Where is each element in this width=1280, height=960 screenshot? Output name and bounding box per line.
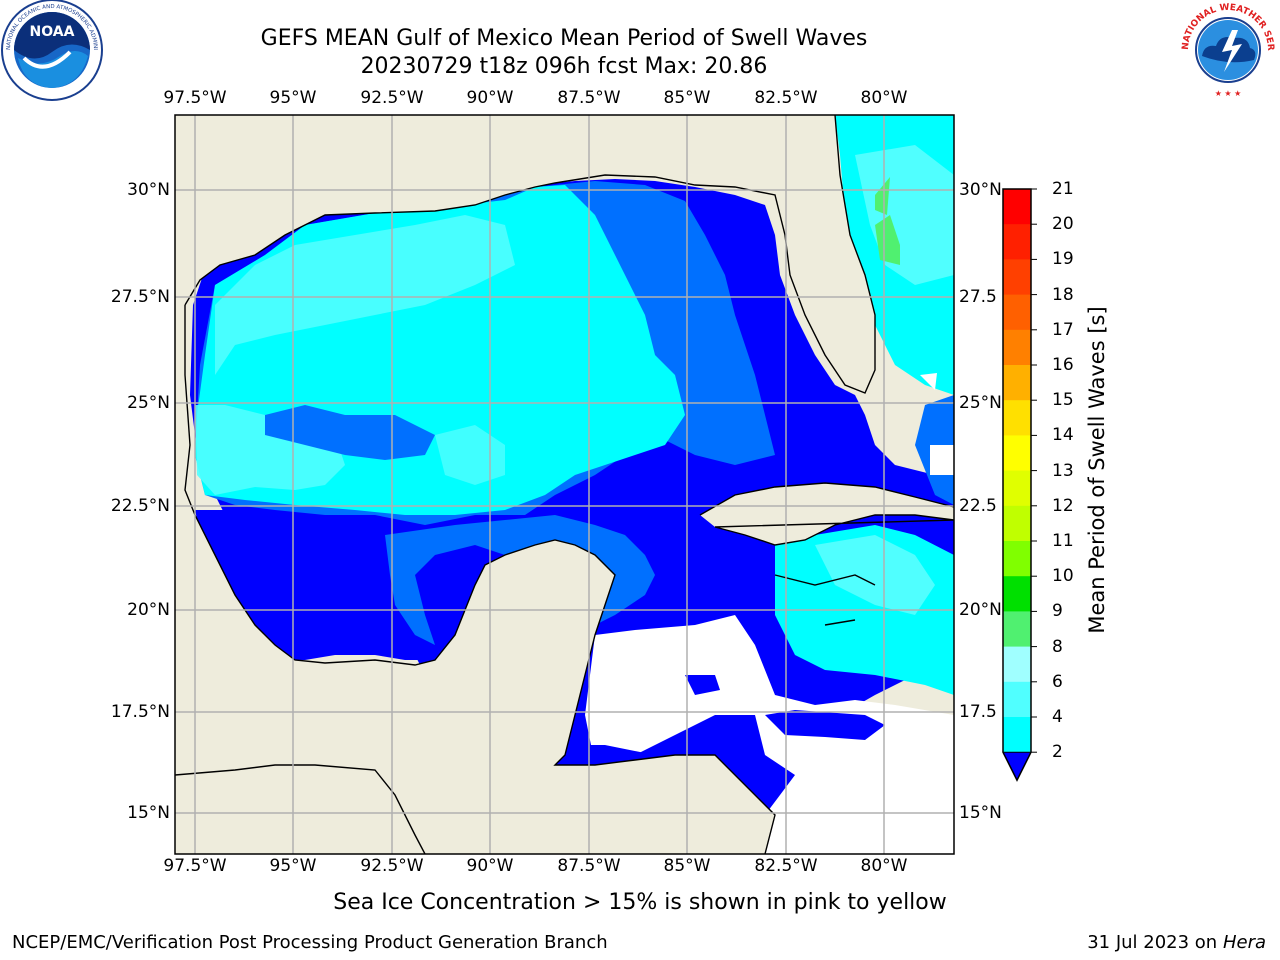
colorbar-tick-label: 16 bbox=[1052, 355, 1074, 375]
colorbar-tick-label: 17 bbox=[1052, 319, 1074, 340]
nws-logo: NATIONAL WEATHER SERVICE ★ ★ ★ bbox=[1173, 0, 1276, 98]
map-subtitle: 20230729 t18z 096h fcst Max: 20.86 bbox=[360, 54, 768, 79]
noaa-logo-text: NOAA bbox=[30, 24, 75, 40]
colorbar-tick-label: 10 bbox=[1052, 566, 1074, 587]
colorbar-tick-label: 19 bbox=[1052, 249, 1074, 270]
footer-date: 31 Jul 2023 on Hera bbox=[1087, 932, 1266, 953]
lat-label-left: 30°N bbox=[127, 180, 170, 200]
colorbar-tick-label: 11 bbox=[1052, 531, 1074, 551]
footer-credit: NCEP/EMC/Verification Post Processing Pr… bbox=[12, 932, 608, 953]
colorbar-band bbox=[1003, 329, 1031, 366]
colorbar-band bbox=[1003, 400, 1031, 436]
map-title: GEFS MEAN Gulf of Mexico Mean Period of … bbox=[260, 26, 868, 51]
lat-label-right: 25°N bbox=[959, 393, 1002, 413]
colorbar-band bbox=[1003, 470, 1031, 507]
lat-label-left: 22.5°N bbox=[110, 496, 170, 516]
colorbar-band bbox=[1003, 505, 1031, 542]
colorbar-band bbox=[1003, 189, 1031, 225]
colorbar-tick-label: 12 bbox=[1052, 495, 1074, 516]
land-cuba bbox=[700, 483, 954, 545]
footer-date-text: 31 Jul 2023 on bbox=[1087, 932, 1223, 953]
lon-label-top: 85°W bbox=[663, 88, 711, 108]
colorbar-band bbox=[1003, 681, 1031, 718]
gridlines bbox=[175, 115, 954, 854]
lon-label-bottom: 85°W bbox=[663, 856, 711, 876]
lat-label-left: 17.5°N bbox=[110, 702, 170, 722]
lon-label-top: 95°W bbox=[269, 88, 317, 108]
gulf-of-mexico-map bbox=[174, 114, 955, 855]
lon-label-top: 92.5°W bbox=[360, 88, 424, 108]
lat-label-right: 27.5 bbox=[959, 287, 997, 307]
lon-label-top: 82.5°W bbox=[754, 88, 818, 108]
colorbar-tick-label: 18 bbox=[1052, 284, 1074, 305]
lat-label-right: 30°N bbox=[959, 180, 1002, 200]
lon-label-top: 80°W bbox=[860, 88, 908, 108]
colorbar-tick-label: 21 bbox=[1052, 179, 1074, 199]
colorbar-band bbox=[1003, 646, 1031, 683]
lon-label-top: 97.5°W bbox=[163, 88, 227, 108]
lon-label-bottom: 95°W bbox=[269, 856, 317, 876]
colorbar-tick-label: 9 bbox=[1052, 601, 1063, 622]
lon-label-bottom: 82.5°W bbox=[754, 856, 818, 876]
colorbar-band bbox=[1003, 365, 1031, 401]
colorbar-band bbox=[1003, 294, 1031, 331]
lon-label-top: 87.5°W bbox=[557, 88, 621, 108]
land-us bbox=[175, 115, 605, 490]
lat-label-left: 25°N bbox=[127, 393, 170, 413]
lon-label-bottom: 97.5°W bbox=[163, 856, 227, 876]
colorbar-band bbox=[1003, 611, 1031, 648]
colorbar-tick-label: 14 bbox=[1052, 425, 1074, 446]
lat-label-right: 22.5 bbox=[959, 496, 997, 516]
colorbar-band bbox=[1003, 541, 1031, 577]
noaa-logo: NOAA NATIONAL OCEANIC AND ATMOSPHERIC AD… bbox=[0, 0, 103, 101]
colorbar-tick-label: 8 bbox=[1052, 636, 1063, 657]
colorbar-tick-label: 20 bbox=[1052, 214, 1074, 235]
land-florida bbox=[605, 115, 875, 393]
footer-machine: Hera bbox=[1222, 932, 1266, 953]
sea-ice-note: Sea Ice Concentration > 15% is shown in … bbox=[333, 890, 947, 915]
colorbar-tick-label: 2 bbox=[1052, 742, 1063, 763]
svg-text:★ ★ ★: ★ ★ ★ bbox=[1215, 89, 1242, 98]
lon-label-bottom: 87.5°W bbox=[557, 856, 621, 876]
colorbar-extend-arrow bbox=[1002, 751, 1032, 782]
colorbar-tick-label: 15 bbox=[1052, 390, 1074, 411]
colorbar-outline bbox=[1002, 188, 1032, 782]
colorbar-label: Mean Period of Swell Waves [s] bbox=[1085, 306, 1109, 634]
lon-label-bottom: 80°W bbox=[860, 856, 908, 876]
lon-label-top: 90°W bbox=[466, 88, 514, 108]
colorbar-tick-label: 13 bbox=[1052, 460, 1074, 481]
undefined-region bbox=[585, 615, 954, 854]
colorbar-band bbox=[1003, 224, 1031, 260]
lat-label-left: 27.5°N bbox=[110, 287, 170, 307]
lon-label-bottom: 90°W bbox=[466, 856, 514, 876]
colorbar-band bbox=[1003, 259, 1031, 296]
lat-label-right: 15°N bbox=[959, 803, 1002, 823]
colorbar bbox=[1002, 188, 1037, 782]
land-mexico bbox=[175, 490, 775, 854]
lat-label-right: 20°N bbox=[959, 600, 1002, 620]
lat-label-left: 15°N bbox=[127, 803, 170, 823]
lat-label-right: 17.5 bbox=[959, 702, 997, 722]
colorbar-band bbox=[1003, 717, 1031, 753]
colorbar-band bbox=[1003, 576, 1031, 612]
lat-label-left: 20°N bbox=[127, 600, 170, 620]
lon-label-bottom: 92.5°W bbox=[360, 856, 424, 876]
colorbar-tick-label: 4 bbox=[1052, 707, 1063, 727]
colorbar-tick-label: 6 bbox=[1052, 671, 1063, 692]
colorbar-band bbox=[1003, 435, 1031, 472]
